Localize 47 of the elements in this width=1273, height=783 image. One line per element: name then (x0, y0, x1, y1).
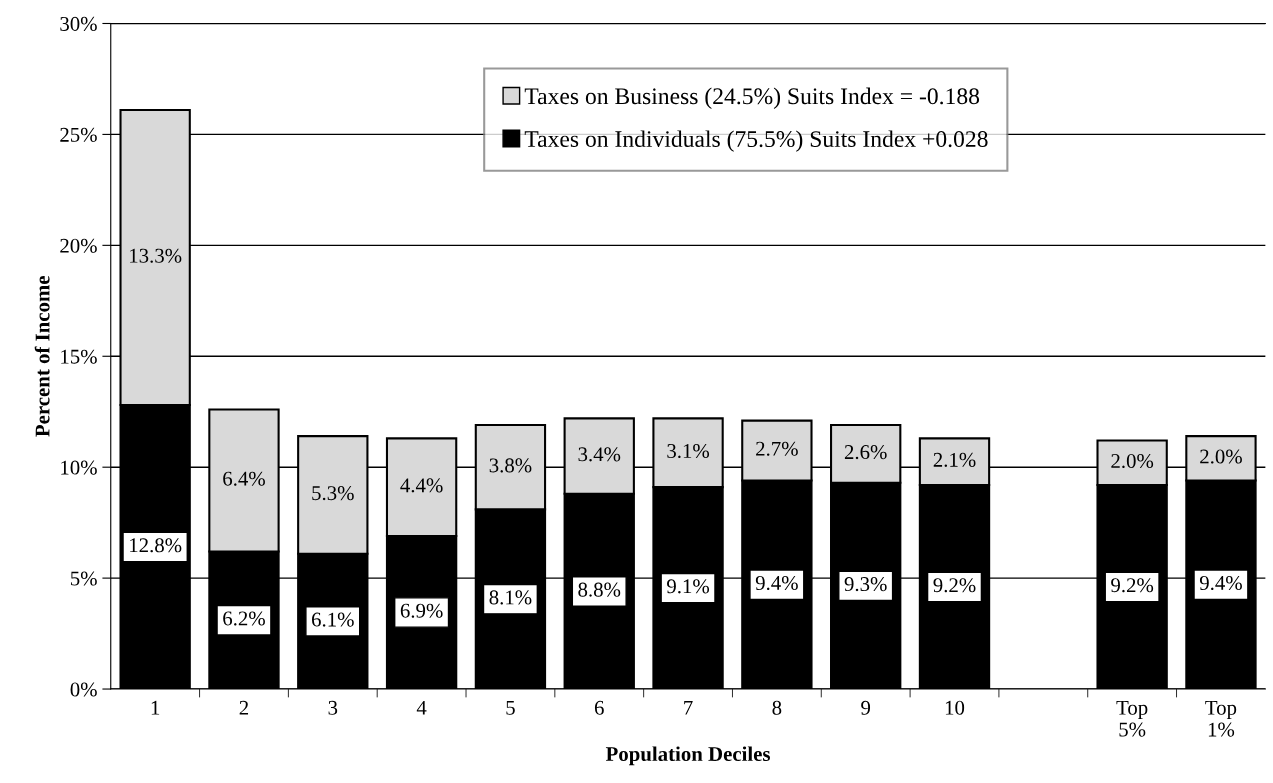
data-label: 9.3% (844, 577, 887, 592)
x-tick-label: 8 (772, 700, 782, 715)
data-label: 2.7% (756, 441, 798, 456)
legend-label: Taxes on Business (24.5%) Suits Index = -0.188 (524, 87, 980, 110)
data-label: 6.9% (400, 603, 443, 618)
x-tick-label: Top 5% (1116, 700, 1148, 737)
data-label: 2.0% (1200, 449, 1242, 464)
x-tick-label: 2 (239, 700, 249, 715)
x-tick-label: 9 (861, 700, 871, 715)
data-label: 2.1% (933, 452, 976, 467)
x-axis-title: Population Deciles (605, 746, 771, 766)
x-tick-label: 10 (945, 700, 965, 715)
data-label: 9.4% (1199, 575, 1242, 591)
data-label: 3.4% (578, 447, 621, 462)
data-label: 12.8% (130, 538, 182, 553)
data-label: 9.1% (667, 579, 710, 594)
y-tick-label: 5% (71, 571, 97, 586)
x-tick-label: Top 1% (1205, 700, 1237, 737)
x-tick-label: 6 (594, 700, 604, 715)
x-tick-label: 5 (506, 700, 515, 715)
x-tick-label: 4 (416, 700, 427, 715)
data-label: 2.0% (1111, 453, 1154, 469)
y-tick-label: 15% (61, 349, 97, 364)
x-tick-label: 1 (151, 700, 160, 715)
legend-label: Taxes on Individuals (75.5%) Suits Index +0.028 (524, 130, 988, 152)
data-label: 5.3% (312, 486, 354, 501)
y-tick-label: 30% (60, 16, 97, 31)
data-label: 6.2% (223, 611, 265, 626)
data-label: 9.2% (1111, 578, 1154, 593)
data-label: 9.4% (755, 575, 798, 591)
data-label: 4.4% (400, 478, 443, 493)
data-label: 8.8% (578, 582, 621, 597)
y-axis-title: Percent of Income (34, 276, 50, 437)
data-label: 13.3% (130, 248, 182, 263)
y-tick-label: 25% (60, 127, 97, 142)
data-label: 2.6% (844, 445, 887, 460)
data-label: 9.2% (933, 578, 976, 593)
x-tick-label: 3 (328, 700, 338, 715)
y-tick-label: 10% (61, 460, 97, 475)
x-tick-label: 7 (684, 700, 693, 715)
data-label: 6.4% (223, 471, 265, 486)
data-label: 6.1% (311, 612, 354, 627)
y-tick-label: 0% (70, 682, 97, 697)
y-tick-label: 20% (60, 238, 97, 253)
data-label: 3.8% (489, 458, 532, 473)
data-label: 3.1% (667, 443, 710, 459)
data-label: 8.1% (489, 590, 532, 605)
